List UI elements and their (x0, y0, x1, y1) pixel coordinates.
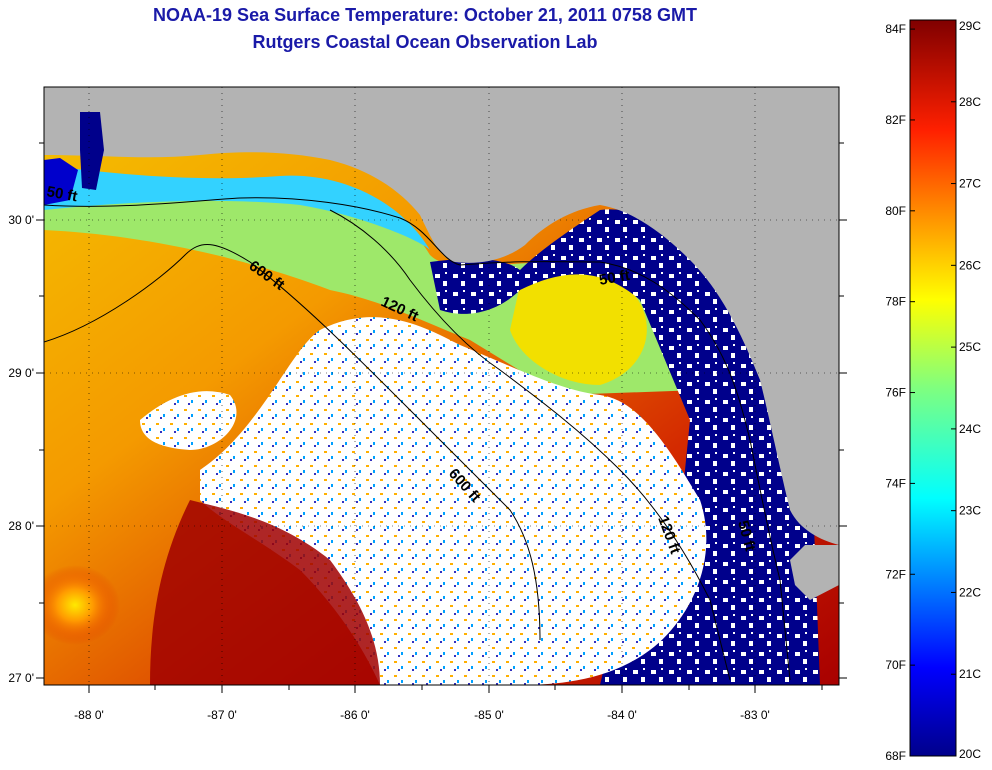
colorbar-f-label: 84F (885, 22, 906, 36)
colorbar-f-label: 72F (885, 567, 906, 581)
hot-water-patch (150, 500, 380, 685)
land-mass-south (790, 545, 839, 600)
yellow-water-patch (510, 274, 647, 385)
coastal-inlet (44, 158, 78, 205)
cold-coastal-water (430, 209, 820, 685)
lat-tick-label: 29 0' (8, 366, 34, 380)
colorbar (909, 19, 957, 757)
colorbar-f-label: 78F (885, 295, 906, 309)
map-plot-area (44, 87, 839, 685)
map-frame (43, 86, 840, 686)
colorbar-c-label: 21C (959, 667, 981, 681)
colorbar-f-label: 74F (885, 476, 906, 490)
colorbar-f-label: 70F (885, 658, 906, 672)
colorbar-f-label: 68F (885, 749, 906, 763)
colorbar-c-label: 27C (959, 177, 981, 191)
lon-tick-label: -88 0' (74, 708, 104, 722)
land-mass (44, 87, 839, 545)
lon-tick-label: -86 0' (340, 708, 370, 722)
contour-label-50ft-west: 50 ft (45, 183, 78, 205)
contour-120ft (329, 209, 731, 681)
contour-50ft (44, 197, 791, 681)
mobile-bay (80, 112, 104, 190)
warm-eddy (44, 565, 120, 645)
colorbar-c-label: 23C (959, 504, 981, 518)
map-title: NOAA-19 Sea Surface Temperature: October… (153, 5, 697, 25)
map-subtitle: Rutgers Coastal Ocean Observation Lab (252, 32, 598, 52)
colorbar-c-label: 24C (959, 422, 981, 436)
tick-marks (36, 142, 847, 693)
colorbar-c-label: 28C (959, 95, 981, 109)
colorbar-c-label: 26C (959, 258, 981, 272)
nearshore-cyan-water (44, 165, 430, 250)
colorbar-c-label: 29C (959, 19, 981, 33)
graticule (44, 87, 839, 685)
colorbar-f-label: 82F (885, 113, 906, 127)
contour-600ft (44, 244, 541, 641)
colorbar-f-label: 80F (885, 204, 906, 218)
lon-tick-label: -85 0' (474, 708, 504, 722)
colorbar-c-label: 25C (959, 340, 981, 354)
lat-tick-label: 30 0' (8, 213, 34, 227)
colorbar-f-label: 76F (885, 386, 906, 400)
colorbar-c-label: 22C (959, 585, 981, 599)
colorbar-c-label: 20C (959, 747, 981, 761)
contour-label-50ft-bigbend: 50 ft (598, 267, 631, 289)
cloud-patch (140, 391, 237, 450)
lat-tick-label: 27 0' (8, 671, 34, 685)
colorbar-celsius-ticks: 29C 28C 27C 26C 25C 24C 23C 22C 21C 20C (951, 19, 981, 761)
colorbar-fahrenheit-ticks: 84F 82F 80F 78F 76F 74F 72F 70F 68F (885, 22, 915, 763)
lon-tick-label: -87 0' (207, 708, 237, 722)
lon-tick-label: -84 0' (607, 708, 637, 722)
lon-tick-label: -83 0' (740, 708, 770, 722)
lat-tick-label: 28 0' (8, 519, 34, 533)
